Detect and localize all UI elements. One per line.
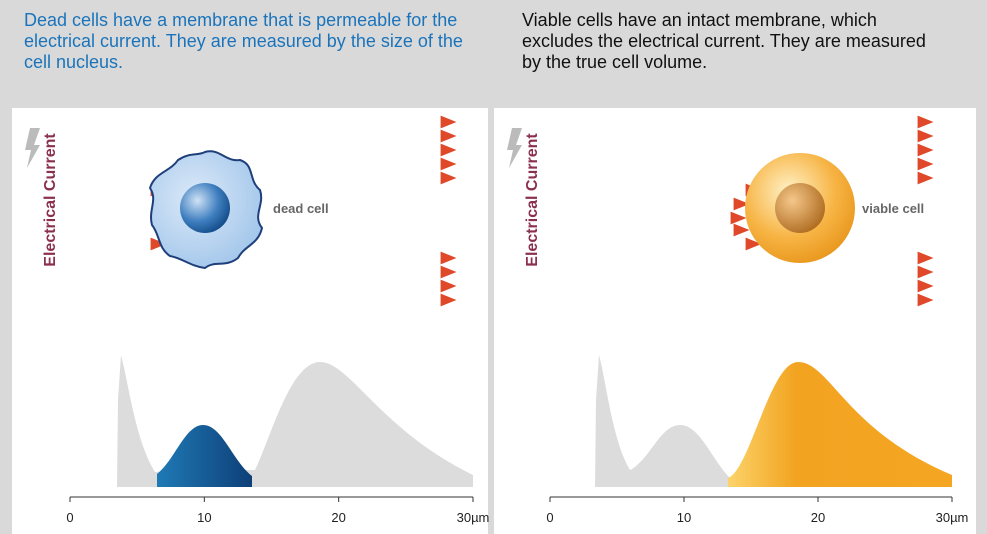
- lightning-icon: [25, 128, 40, 168]
- axis-title: Electrical Current: [524, 133, 541, 267]
- tick-label: 30µm: [457, 510, 490, 525]
- caption: Viable cells have an intact membrane, wh…: [522, 10, 926, 72]
- cell-peak: [728, 362, 952, 487]
- axis-title: Electrical Current: [42, 133, 59, 267]
- ticks: 0 10 20 30µm 0 10 20 30µm: [66, 497, 968, 525]
- cell-label: viable cell: [862, 201, 924, 216]
- tick-label: 30µm: [936, 510, 969, 525]
- distribution: [595, 355, 730, 487]
- nucleus: [180, 183, 230, 233]
- distribution: [117, 355, 473, 487]
- nucleus: [775, 183, 825, 233]
- cell-label: dead cell: [273, 201, 329, 216]
- tick-label: 10: [197, 510, 211, 525]
- tick-label: 0: [546, 510, 553, 525]
- tick-label: 20: [811, 510, 825, 525]
- lightning-icon: [507, 128, 522, 168]
- tick-label: 20: [331, 510, 345, 525]
- caption: Dead cells have a membrane that is perme…: [24, 10, 463, 72]
- nucleus-peak: [157, 425, 252, 487]
- tick-label: 10: [677, 510, 691, 525]
- tick-label: 0: [66, 510, 73, 525]
